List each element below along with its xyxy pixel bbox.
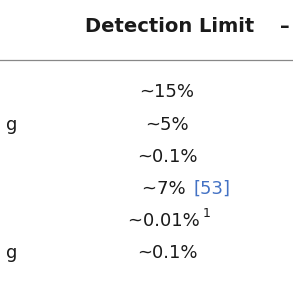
Text: [53]: [53] [194,180,231,198]
Text: 1: 1 [203,207,210,219]
Text: g: g [6,115,17,134]
Text: ~15%: ~15% [139,83,195,101]
Text: ~0.1%: ~0.1% [137,244,197,263]
Text: ~7%: ~7% [142,180,192,198]
Text: ~5%: ~5% [145,115,189,134]
Text: –: – [280,17,289,36]
Text: Detection Limit: Detection Limit [85,17,255,36]
Text: g: g [6,244,17,263]
Text: ~0.01%: ~0.01% [128,212,206,230]
Text: ~0.1%: ~0.1% [137,148,197,166]
